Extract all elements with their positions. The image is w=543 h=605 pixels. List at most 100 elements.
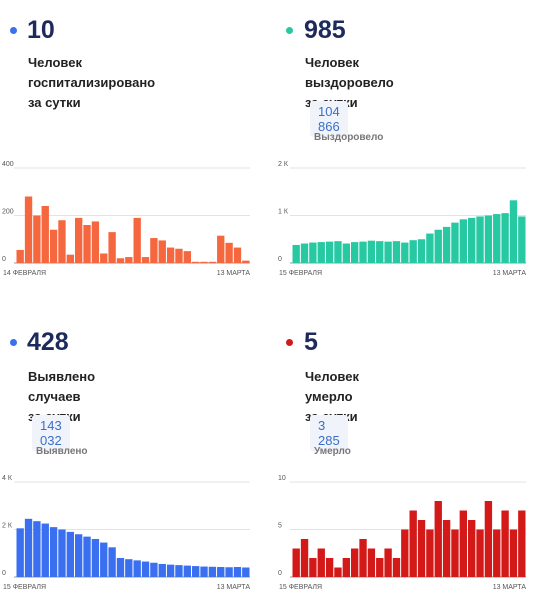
bullet-dot	[10, 27, 17, 34]
chart-bar	[242, 567, 250, 577]
chart-bar	[116, 558, 125, 577]
chart-bar	[233, 247, 242, 263]
chart-bar	[417, 239, 426, 263]
chart-bar	[317, 548, 325, 577]
chart-bar	[91, 221, 100, 263]
desc-line-2: за сутки	[28, 95, 81, 110]
chart-bar	[141, 257, 150, 263]
chart-bar	[158, 240, 166, 263]
chart-bar	[451, 222, 459, 263]
chart-bar	[325, 241, 334, 263]
y-tick-label: 0	[2, 256, 6, 263]
chart-bar	[434, 229, 442, 263]
chart-bar	[518, 216, 526, 263]
chart-bar	[501, 510, 509, 577]
deaths-total-label: Умерло	[314, 446, 351, 457]
chart-bar	[342, 243, 350, 263]
desc-line-1: Выявлено случаев	[28, 369, 96, 404]
hospitalized-value: 10	[27, 16, 55, 44]
chart-bar	[133, 217, 141, 263]
y-tick-label: 2 К	[2, 523, 13, 530]
chart-bar	[476, 529, 484, 577]
chart-bar	[58, 220, 66, 263]
chart-bar	[208, 261, 217, 263]
chart-bar	[175, 565, 183, 577]
chart-bar	[459, 510, 467, 577]
chart-bar	[66, 531, 74, 577]
y-tick-label: 200	[2, 209, 14, 216]
recovered-chart: 0 1 К 2 К 15 ФЕВРАЛЯ 13 МАРТА	[278, 161, 526, 277]
chart-bar	[133, 560, 141, 577]
y-tick-label: 0	[278, 256, 282, 263]
chart-bar	[442, 226, 451, 263]
recovered-total-label: Выздоровело	[314, 132, 384, 143]
x-end-label: 13 МАРТА	[217, 584, 251, 591]
chart-bar	[300, 539, 309, 577]
chart-bar	[208, 566, 217, 577]
chart-bar	[125, 257, 133, 263]
chart-bar	[183, 565, 191, 577]
chart-bar	[16, 249, 24, 263]
chart-bar	[334, 567, 342, 577]
x-end-label: 13 МАРТА	[217, 270, 251, 277]
chart-bar	[401, 529, 409, 577]
chart-bar	[434, 501, 442, 577]
chart-bar	[325, 558, 334, 577]
x-end-label: 13 МАРТА	[493, 584, 527, 591]
chart-bar	[100, 253, 108, 263]
y-tick-label: 400	[2, 161, 14, 168]
chart-bar	[384, 241, 392, 263]
chart-bar	[292, 244, 300, 263]
chart-bar	[33, 521, 41, 577]
detected-chart: 0 2 К 4 К 15 ФЕВРАЛЯ 13 МАРТА	[2, 475, 251, 591]
hospitalized-chart: 0 200 400 14 ФЕВРАЛЯ 13 МАРТА	[2, 161, 251, 277]
chart-bar	[518, 510, 526, 577]
chart-bar	[501, 213, 509, 263]
chart-bar	[409, 240, 417, 263]
deaths-total: 3 285	[310, 415, 348, 451]
chart-bar	[509, 529, 518, 577]
chart-bar	[200, 261, 208, 263]
chart-bar	[217, 567, 225, 577]
chart-bar	[476, 216, 484, 263]
chart-bar	[376, 558, 384, 577]
chart-bar	[91, 539, 100, 577]
x-start-label: 14 ФЕВРАЛЯ	[3, 270, 46, 277]
chart-bar	[49, 229, 58, 263]
chart-bar	[24, 196, 33, 263]
chart-bar	[376, 241, 384, 263]
chart-bar	[141, 561, 150, 577]
chart-bar	[125, 559, 133, 577]
chart-bar	[392, 241, 401, 263]
chart-bar	[309, 558, 317, 577]
chart-bar	[493, 214, 501, 263]
chart-bar	[409, 510, 417, 577]
chart-bar	[426, 529, 434, 577]
chart-bar	[317, 242, 325, 263]
chart-bar	[451, 529, 459, 577]
y-tick-label: 0	[278, 570, 282, 577]
chart-bar	[300, 243, 309, 263]
chart-bar	[108, 232, 116, 263]
chart-bar	[166, 247, 175, 263]
chart-bar	[359, 241, 367, 263]
chart-bar	[468, 520, 476, 577]
chart-bar	[442, 520, 451, 577]
chart-bar	[66, 254, 74, 263]
chart-bar	[83, 536, 91, 577]
chart-bar	[351, 548, 359, 577]
y-tick-label: 5	[278, 523, 282, 530]
chart-bar	[233, 567, 242, 577]
chart-bar	[150, 562, 158, 577]
detected-total-label: Выявлено	[36, 446, 88, 457]
y-tick-label: 0	[2, 570, 6, 577]
chart-bar	[75, 217, 83, 263]
chart-bar	[392, 558, 401, 577]
chart-bar	[351, 242, 359, 263]
chart-bar	[309, 242, 317, 263]
y-tick-label: 2 К	[278, 161, 289, 168]
desc-line-1: Человек выздоровело	[305, 55, 394, 90]
x-start-label: 15 ФЕВРАЛЯ	[279, 270, 322, 277]
chart-bar	[183, 251, 191, 263]
chart-bar	[384, 548, 392, 577]
